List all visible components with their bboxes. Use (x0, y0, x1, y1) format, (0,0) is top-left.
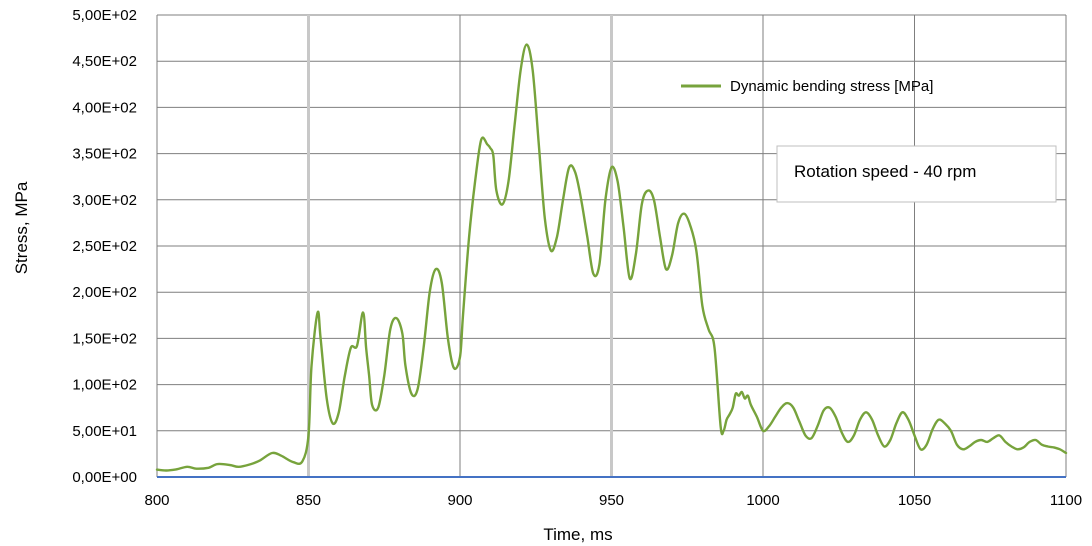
x-tick-label: 800 (144, 492, 169, 509)
x-tick-label: 900 (447, 492, 472, 509)
y-tick-label: 3,00E+02 (72, 192, 137, 209)
x-tick-label: 850 (296, 492, 321, 509)
y-axis-title: Stress, MPa (12, 181, 31, 274)
x-tick-label: 1050 (898, 492, 931, 509)
annotation-text: Rotation speed - 40 rpm (794, 162, 976, 181)
legend: Dynamic bending stress [MPa] (681, 78, 933, 95)
y-tick-label: 1,50E+02 (72, 330, 137, 347)
y-tick-label: 5,00E+01 (72, 423, 137, 440)
x-tick-label: 950 (599, 492, 624, 509)
y-tick-label: 5,00E+02 (72, 7, 137, 24)
rotation-speed-annotation: Rotation speed - 40 rpm (776, 145, 1057, 203)
y-tick-label: 2,00E+02 (72, 284, 137, 301)
x-tick-label: 1000 (746, 492, 779, 509)
y-tick-label: 2,50E+02 (72, 238, 137, 255)
y-tick-label: 0,00E+00 (72, 469, 137, 486)
legend-label-dynamic-bending-stress: Dynamic bending stress [MPa] (730, 78, 933, 95)
y-tick-labels: 0,00E+00 5,00E+01 1,00E+02 1,50E+02 2,00E+02… (72, 7, 137, 486)
y-tick-label: 3,50E+02 (72, 146, 137, 163)
dynamic-bending-stress-line (155, 43, 1068, 472)
y-tick-label: 4,50E+02 (72, 53, 137, 70)
grid-lines (156, 14, 1067, 477)
y-tick-label: 4,00E+02 (72, 99, 137, 116)
x-axis-title: Time, ms (543, 525, 612, 544)
x-tick-label: 1100 (1050, 492, 1082, 509)
annotation-box (776, 145, 1057, 203)
x-tick-labels: 800 850 900 950 1000 1050 1100 (144, 492, 1082, 509)
y-tick-label: 1,00E+02 (72, 377, 137, 394)
